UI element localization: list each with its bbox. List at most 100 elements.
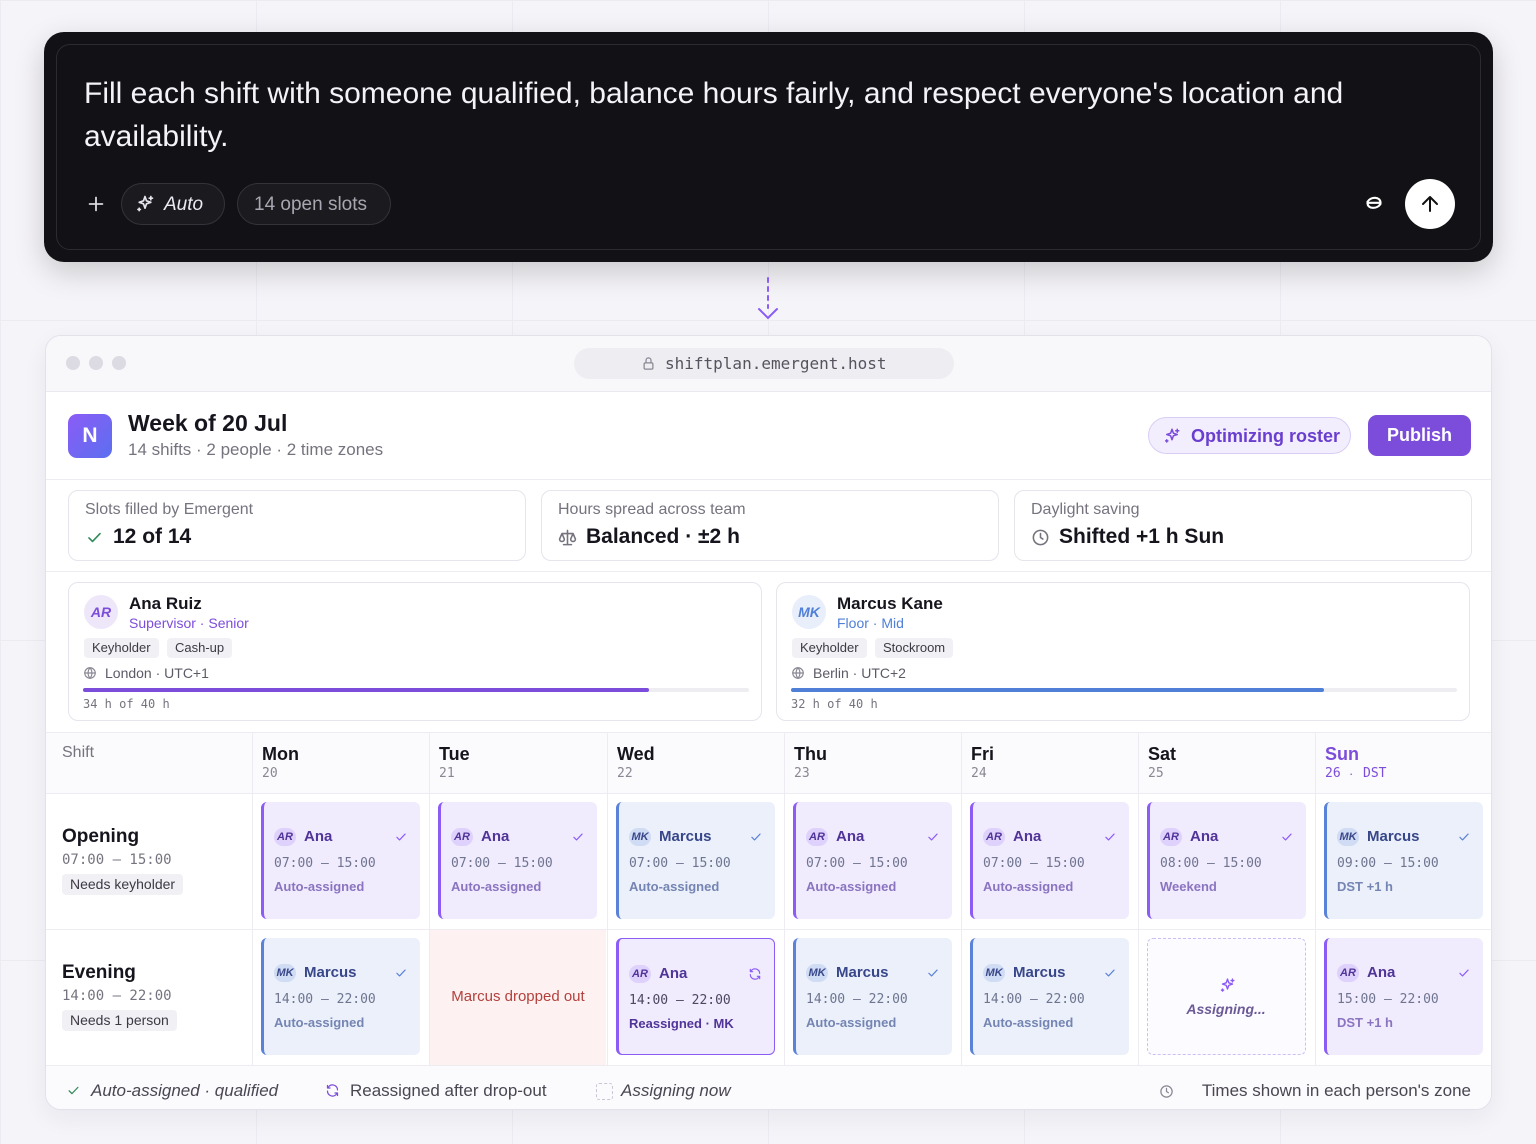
shift-card[interactable]: MK Marcus 07:00 – 15:00 Auto-assigned bbox=[616, 802, 775, 919]
mode-chip[interactable]: Auto bbox=[121, 183, 225, 225]
column-line bbox=[607, 733, 608, 1065]
person-card: AR Ana Ruiz Supervisor · Senior Keyholder Ca… bbox=[68, 582, 762, 721]
check-icon-glyph bbox=[1459, 833, 1469, 841]
card-initials: MK bbox=[1337, 828, 1359, 846]
assigning-icon bbox=[1219, 977, 1236, 994]
person-location: London · UTC+1 bbox=[105, 665, 209, 681]
day-date: 22 bbox=[617, 766, 633, 781]
location-icon-glyph bbox=[84, 667, 96, 679]
card-initials: AR bbox=[983, 828, 1005, 846]
stat-label: Daylight saving bbox=[1031, 501, 1140, 518]
column-line bbox=[252, 733, 253, 1065]
stat-card: Hours spread across team Balanced · ±2 h bbox=[541, 490, 999, 561]
shift-card[interactable]: AR Ana 07:00 – 15:00 Auto-assigned bbox=[438, 802, 597, 919]
publish-button[interactable]: Publish bbox=[1368, 415, 1471, 456]
card-initials: MK bbox=[274, 964, 296, 982]
card-time: 14:00 – 22:00 bbox=[806, 992, 908, 1007]
card-time: 08:00 – 15:00 bbox=[1160, 856, 1262, 871]
send-icon-glyph bbox=[1422, 196, 1438, 212]
flow-arrow bbox=[756, 276, 780, 322]
skill-tag: Stockroom bbox=[875, 638, 954, 658]
day-name: Sat bbox=[1148, 744, 1177, 764]
day-note: DST bbox=[1363, 766, 1387, 781]
column-line bbox=[784, 733, 785, 1065]
prompt-box: Fill each shift with someone qualified, … bbox=[44, 32, 1493, 262]
lock-icon-glyph bbox=[643, 357, 654, 370]
legend-label: Reassigned after drop-out bbox=[350, 1081, 547, 1100]
browser-window: shiftplan.emergent.host N Week of 20 Jul 14… bbox=[45, 335, 1492, 1110]
day-name: Tue bbox=[439, 744, 470, 764]
check-icon-glyph bbox=[573, 833, 583, 841]
slots-chip[interactable]: 14 open slots bbox=[237, 183, 391, 225]
person-avatar: AR bbox=[84, 595, 118, 629]
day-name: Thu bbox=[794, 744, 827, 764]
shift-card[interactable]: MK Marcus 09:00 – 15:00 DST +1 h bbox=[1324, 802, 1483, 919]
card-name: Marcus bbox=[1367, 828, 1420, 845]
day-date: 25 bbox=[1148, 766, 1164, 781]
check-icon-glyph bbox=[1105, 833, 1115, 841]
hours-bar bbox=[83, 688, 650, 692]
day-name: Mon bbox=[262, 744, 299, 764]
shift-card[interactable]: MK Marcus 14:00 – 22:00 Auto-assigned bbox=[793, 938, 952, 1055]
slots-label: 14 open slots bbox=[254, 194, 368, 215]
card-status: DST +1 h bbox=[1337, 879, 1393, 894]
shift-card[interactable]: AR Ana 08:00 – 15:00 Weekend bbox=[1147, 802, 1306, 919]
card-initials: MK bbox=[629, 828, 651, 846]
reassigned-card[interactable]: AR Ana 14:00 – 22:00 Reassigned · MK bbox=[616, 938, 775, 1055]
card-initials: AR bbox=[451, 828, 473, 846]
legend-label: Assigning now bbox=[621, 1081, 731, 1100]
hours-track bbox=[791, 688, 1457, 692]
legend-note-icon-glyph bbox=[1160, 1085, 1173, 1098]
card-time: 15:00 – 22:00 bbox=[1337, 992, 1439, 1007]
card-status: Reassigned · MK bbox=[629, 1016, 734, 1031]
day-name: Sun bbox=[1325, 744, 1359, 764]
mode-label: Auto bbox=[164, 194, 204, 215]
card-time: 14:00 – 22:00 bbox=[274, 992, 376, 1007]
divider bbox=[46, 571, 1491, 572]
legend-icon bbox=[325, 1083, 340, 1098]
shift-card[interactable]: AR Ana 15:00 – 22:00 DST +1 h bbox=[1324, 938, 1483, 1055]
column-line bbox=[1315, 733, 1316, 1065]
send-icon bbox=[1418, 192, 1442, 216]
row-line bbox=[46, 929, 1491, 930]
card-initials: AR bbox=[1337, 964, 1359, 982]
card-time: 07:00 – 15:00 bbox=[451, 856, 553, 871]
person-role: Floor · Mid bbox=[837, 615, 904, 631]
shift-card[interactable]: AR Ana 07:00 – 15:00 Auto-assigned bbox=[793, 802, 952, 919]
card-name: Marcus bbox=[1013, 964, 1066, 981]
person-role: Supervisor · Senior bbox=[129, 615, 249, 631]
shift-card[interactable]: MK Marcus 14:00 – 22:00 Auto-assigned bbox=[970, 938, 1129, 1055]
location-icon bbox=[791, 666, 805, 680]
page-title: Week of 20 Jul bbox=[128, 410, 288, 436]
person-card: MK Marcus Kane Floor · Mid Keyholder Stockro… bbox=[776, 582, 1470, 721]
card-name: Ana bbox=[1367, 964, 1396, 981]
legend-swatch bbox=[596, 1083, 613, 1100]
card-name: Ana bbox=[1190, 828, 1219, 845]
shift-name: Opening bbox=[62, 826, 140, 847]
card-initials: AR bbox=[629, 965, 651, 983]
send-button[interactable] bbox=[1405, 179, 1455, 229]
check-icon bbox=[1457, 966, 1471, 980]
card-time: 07:00 – 15:00 bbox=[983, 856, 1085, 871]
skill-tag: Cash-up bbox=[167, 638, 233, 658]
shift-need: Needs 1 person bbox=[62, 1010, 177, 1031]
day-date: 23 bbox=[794, 766, 810, 781]
shift-card[interactable]: MK Marcus 14:00 – 22:00 Auto-assigned bbox=[261, 938, 420, 1055]
assigning-card: Assigning... bbox=[1147, 938, 1306, 1055]
location-icon bbox=[83, 666, 97, 680]
card-status: Auto-assigned bbox=[274, 1015, 365, 1030]
card-name: Ana bbox=[836, 828, 865, 845]
card-name: Ana bbox=[1013, 828, 1042, 845]
stat-icon bbox=[558, 528, 577, 547]
refresh-icon bbox=[748, 967, 762, 981]
shift-card[interactable]: AR Ana 07:00 – 15:00 Auto-assigned bbox=[261, 802, 420, 919]
person-avatar: MK bbox=[792, 595, 826, 629]
shift-time: 14:00 – 22:00 bbox=[62, 988, 172, 1004]
row-line bbox=[46, 793, 1491, 794]
app-logo: N bbox=[68, 414, 112, 458]
check-icon bbox=[394, 966, 408, 980]
shift-card[interactable]: AR Ana 07:00 – 15:00 Auto-assigned bbox=[970, 802, 1129, 919]
add-button-glyph bbox=[88, 196, 104, 212]
card-name: Ana bbox=[304, 828, 333, 845]
check-icon bbox=[926, 966, 940, 980]
